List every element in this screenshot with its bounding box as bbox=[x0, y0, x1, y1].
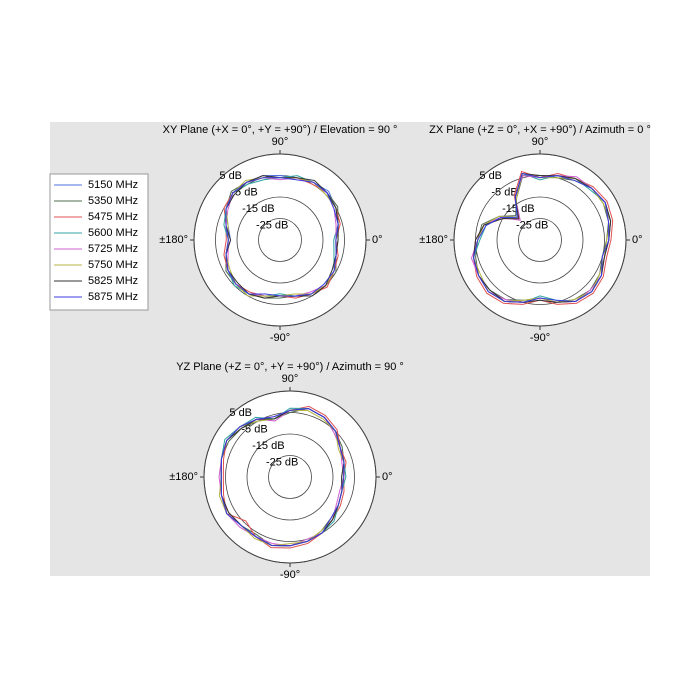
legend-label: 5825 MHz bbox=[88, 275, 138, 287]
legend-label: 5350 MHz bbox=[88, 195, 138, 207]
r-tick-label: -5 dB bbox=[231, 186, 257, 198]
grid-ring bbox=[258, 218, 302, 262]
legend-label: 5725 MHz bbox=[88, 243, 138, 255]
r-tick-label: -5 dB bbox=[241, 423, 267, 435]
chart-title: XY Plane (+X = 0°, +Y = +90°) / Elevatio… bbox=[163, 124, 398, 136]
r-tick-label: 5 dB bbox=[219, 170, 242, 182]
chart-title: YZ Plane (+Z = 0°, +Y = +90°) / Azimuth … bbox=[176, 361, 404, 373]
grid-ring bbox=[246, 433, 334, 521]
legend-label: 5475 MHz bbox=[88, 211, 138, 223]
r-tick-label: -15 dB bbox=[252, 440, 284, 452]
angle-tick-label: 0° bbox=[372, 234, 383, 246]
series-line bbox=[220, 407, 345, 547]
series-line bbox=[225, 175, 339, 299]
chart-title: ZX Plane (+Z = 0°, +X = +90°) / Azimuth … bbox=[429, 124, 651, 136]
angle-tick-label: 90° bbox=[282, 373, 299, 385]
r-tick-label: -25 dB bbox=[266, 456, 298, 468]
angle-tick-label: ±180° bbox=[419, 234, 448, 246]
angle-tick-label: ±180° bbox=[169, 471, 198, 483]
angle-tick-label: 0° bbox=[382, 471, 393, 483]
r-tick-label: -25 dB bbox=[256, 219, 288, 231]
series-line bbox=[473, 172, 610, 303]
grid-ring bbox=[236, 196, 324, 284]
r-tick-label: 5 dB bbox=[479, 170, 502, 182]
r-tick-label: 5 dB bbox=[229, 407, 252, 419]
angle-tick-label: 90° bbox=[272, 136, 289, 148]
legend-label: 5600 MHz bbox=[88, 227, 138, 239]
grid-ring bbox=[518, 218, 562, 262]
grid-ring bbox=[268, 455, 312, 499]
legend-label: 5750 MHz bbox=[88, 259, 138, 271]
angle-tick-label: -90° bbox=[280, 569, 300, 581]
r-tick-label: -25 dB bbox=[516, 219, 548, 231]
r-tick-label: -15 dB bbox=[242, 203, 274, 215]
series-line bbox=[225, 177, 339, 297]
legend-box bbox=[49, 173, 149, 311]
angle-tick-label: 0° bbox=[632, 234, 643, 246]
r-tick-label: -15 dB bbox=[502, 203, 534, 215]
angle-tick-label: 90° bbox=[532, 136, 549, 148]
r-tick-label: -5 dB bbox=[491, 186, 517, 198]
grid-ring bbox=[496, 196, 584, 284]
legend-label: 5150 MHz bbox=[88, 179, 138, 191]
angle-tick-label: -90° bbox=[270, 332, 290, 344]
legend-label: 5875 MHz bbox=[88, 291, 138, 303]
angle-tick-label: ±180° bbox=[159, 234, 188, 246]
angle-tick-label: -90° bbox=[530, 332, 550, 344]
